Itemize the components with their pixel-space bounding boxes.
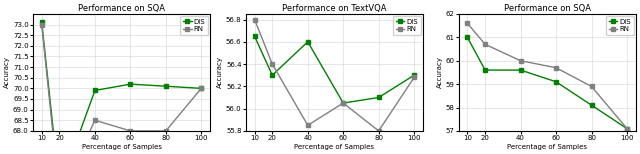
RN [481,43,489,45]
RN [375,130,383,132]
RN [623,128,631,130]
Line: DIS: DIS [465,35,629,131]
DIS [375,97,383,98]
RN [552,67,560,69]
RN [198,87,205,89]
Title: Performance on SQA: Performance on SQA [78,4,165,13]
DIS [516,69,524,71]
RN [162,130,170,132]
Line: RN: RN [465,21,629,131]
RN [268,63,276,65]
RN [588,85,595,87]
DIS [304,41,312,43]
DIS [463,36,471,38]
Y-axis label: Accuracy: Accuracy [4,56,10,88]
Line: RN: RN [252,17,416,133]
DIS [481,69,489,71]
RN [304,124,312,126]
DIS [198,87,205,89]
Title: Performance on TextVQA: Performance on TextVQA [282,4,387,13]
Legend: DIS, RN: DIS, RN [180,16,208,35]
Legend: DIS, RN: DIS, RN [606,16,634,35]
DIS [162,85,170,87]
Line: DIS: DIS [252,34,416,105]
DIS [410,74,418,76]
Line: DIS: DIS [40,20,204,154]
RN [38,24,45,26]
Legend: DIS, RN: DIS, RN [394,16,421,35]
X-axis label: Percentage of Samples: Percentage of Samples [81,144,161,150]
RN [91,119,99,121]
X-axis label: Percentage of Samples: Percentage of Samples [294,144,374,150]
RN [339,102,347,104]
DIS [127,83,134,85]
DIS [251,35,259,37]
DIS [623,128,631,130]
RN [516,60,524,62]
RN [410,77,418,78]
DIS [339,102,347,104]
X-axis label: Percentage of Samples: Percentage of Samples [507,144,587,150]
DIS [38,22,45,23]
Title: Performance on SQA: Performance on SQA [504,4,591,13]
DIS [91,90,99,91]
Y-axis label: Accuracy: Accuracy [436,56,443,88]
RN [127,130,134,132]
DIS [552,81,560,83]
DIS [268,74,276,76]
RN [251,19,259,20]
DIS [588,104,595,106]
Line: RN: RN [40,22,204,154]
RN [463,22,471,24]
Y-axis label: Accuracy: Accuracy [217,56,223,88]
